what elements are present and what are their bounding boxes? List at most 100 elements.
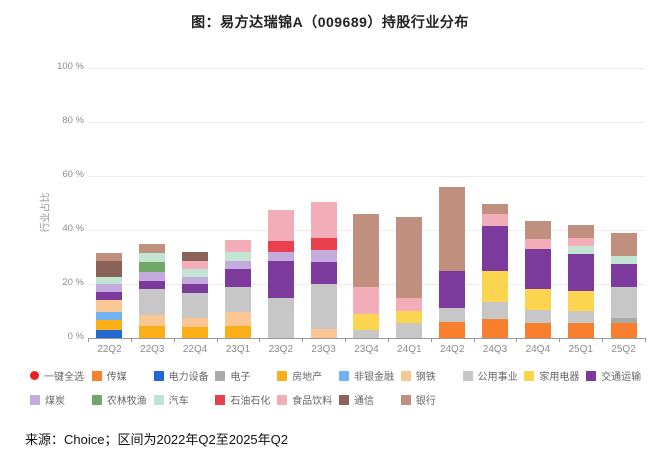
legend-item-公用事业[interactable]: 公用事业	[462, 368, 525, 383]
x-label-23Q3: 23Q3	[311, 344, 336, 355]
segment-钢铁-22Q4	[182, 317, 209, 328]
x-label-22Q2: 22Q2	[97, 344, 122, 355]
segment-传媒-24Q2	[439, 321, 466, 338]
legend-label: 钢铁	[415, 372, 436, 383]
x-tick-mark	[345, 338, 347, 342]
legend-item-非银金融[interactable]: 非银金融	[338, 368, 401, 383]
legend-item-家用电器[interactable]: 家用电器	[524, 368, 586, 383]
segment-公用事业-24Q2	[439, 308, 466, 322]
x-tick-mark	[430, 338, 432, 342]
legend-item-交通运输[interactable]: 交通运输	[586, 368, 648, 383]
legend-swatch-icon	[338, 370, 349, 381]
x-label-23Q2: 23Q2	[268, 344, 294, 355]
segment-食品饮料-24Q3	[482, 213, 509, 226]
segment-家用电器-24Q4	[524, 289, 551, 310]
segment-食品饮料-23Q4	[353, 286, 380, 314]
segment-食品饮料-22Q4	[182, 261, 209, 270]
y-tick-label-60: 60 %	[62, 169, 84, 180]
legend-item-传媒[interactable]: 传媒	[91, 368, 154, 383]
segment-交通运输-22Q4	[182, 284, 209, 294]
legend-label: 农林牧渔	[106, 396, 147, 407]
segment-银行-24Q1	[396, 216, 423, 298]
segment-传媒-25Q2	[610, 323, 637, 338]
segment-交通运输-23Q2	[267, 261, 294, 298]
segment-家用电器-24Q1	[396, 311, 423, 324]
legend-item-煤炭[interactable]: 煤炭	[30, 392, 92, 407]
segment-煤炭-22Q3	[139, 271, 166, 282]
x-label-23Q1: 23Q1	[225, 344, 251, 355]
legend-label: 房地产	[292, 372, 323, 383]
legend-item-房地产[interactable]: 房地产	[277, 368, 339, 383]
segment-公用事业-25Q1	[567, 311, 594, 324]
segment-食品饮料-23Q1	[224, 239, 251, 252]
legend-label: 煤炭	[45, 396, 65, 407]
legend-item-电力设备[interactable]: 电力设备	[153, 368, 216, 383]
segment-通信-22Q4	[182, 251, 209, 262]
x-label-25Q1: 25Q1	[568, 344, 593, 355]
legend-label: 家用电器	[539, 372, 580, 383]
legend-swatch-icon	[277, 370, 288, 381]
segment-传媒-25Q1	[567, 323, 594, 338]
bar-23Q1	[224, 68, 251, 338]
segment-传媒-24Q4	[524, 323, 551, 338]
segment-房地产-23Q1	[224, 325, 251, 338]
x-tick-mark	[216, 338, 218, 342]
legend-item-电子[interactable]: 电子	[215, 368, 277, 383]
segment-银行-23Q4	[353, 213, 380, 287]
legend-swatch-icon	[91, 370, 102, 381]
legend-swatch-icon	[153, 394, 164, 405]
gridline-80	[88, 122, 645, 123]
legend-swatch-icon	[338, 394, 349, 405]
legend-item-汽车[interactable]: 汽车	[153, 392, 216, 407]
segment-煤炭-22Q2	[96, 284, 123, 293]
segment-食品饮料-23Q3	[310, 201, 337, 239]
segment-煤炭-22Q4	[182, 277, 209, 285]
x-label-22Q3: 22Q3	[140, 344, 165, 355]
segment-银行-22Q3	[139, 243, 166, 254]
y-tick-label-0: 0 %	[67, 331, 84, 342]
bar-23Q4	[353, 68, 380, 338]
segment-银行-25Q1	[567, 224, 594, 239]
segment-公用事业-23Q4	[353, 329, 380, 338]
x-tick-mark	[259, 338, 261, 342]
segment-银行-24Q4	[524, 220, 551, 240]
segment-公用事业-24Q1	[396, 323, 423, 338]
segment-公用事业-24Q4	[524, 309, 551, 324]
legend-label: 交通运输	[601, 372, 642, 383]
legend-item-钢铁[interactable]: 钢铁	[400, 368, 463, 383]
x-axis-ticks	[88, 338, 646, 342]
bar-23Q2	[267, 68, 294, 338]
x-label-25Q2: 25Q2	[611, 344, 636, 355]
bar-22Q2	[96, 68, 123, 338]
bar-22Q3	[139, 68, 166, 338]
legend-item-通信[interactable]: 通信	[338, 392, 401, 407]
legend-item-农林牧渔[interactable]: 农林牧渔	[91, 392, 154, 407]
chart-title: 图：易方达瑞锦A（009689）持股行业分布	[191, 14, 469, 30]
legend-item-食品饮料[interactable]: 食品饮料	[277, 392, 339, 407]
x-label-22Q4: 22Q4	[182, 344, 208, 355]
segment-食品饮料-25Q1	[567, 238, 594, 247]
legend-item-一键全选[interactable]: 一键全选	[30, 368, 92, 383]
legend-item-石油石化[interactable]: 石油石化	[215, 392, 277, 407]
bar-23Q3	[310, 68, 337, 338]
legend-swatch-icon	[586, 370, 597, 381]
x-tick-mark	[516, 338, 518, 342]
legend-label: 石油石化	[230, 396, 271, 407]
legend-swatch-icon	[215, 370, 226, 381]
segment-交通运输-23Q1	[224, 269, 251, 287]
legend-item-银行[interactable]: 银行	[400, 392, 463, 407]
segment-电子-25Q2	[610, 317, 637, 324]
segment-家用电器-23Q4	[353, 313, 380, 330]
bar-25Q2	[610, 68, 637, 338]
segment-家用电器-25Q1	[567, 290, 594, 312]
segment-通信-22Q2	[96, 261, 123, 278]
segment-钢铁-23Q3	[310, 328, 337, 338]
segment-交通运输-23Q3	[310, 262, 337, 285]
legend-label: 非银金融	[353, 372, 394, 383]
segment-煤炭-23Q1	[224, 261, 251, 270]
x-axis-labels: 22Q2 22Q3 22Q4 23Q1 23Q2 23Q3 23Q4 24Q1 24Q2 24Q3…	[88, 344, 645, 355]
chart-legend: 一键全选 传媒 电力设备 电子 房地产 非银金融 钢铁 公用事业 家用电器 交通运输煤炭 农林牧渔 汽…	[30, 368, 648, 407]
segment-家用电器-24Q3	[482, 270, 509, 302]
segment-房地产-22Q4	[182, 327, 209, 338]
legend-swatch-icon	[30, 394, 40, 405]
